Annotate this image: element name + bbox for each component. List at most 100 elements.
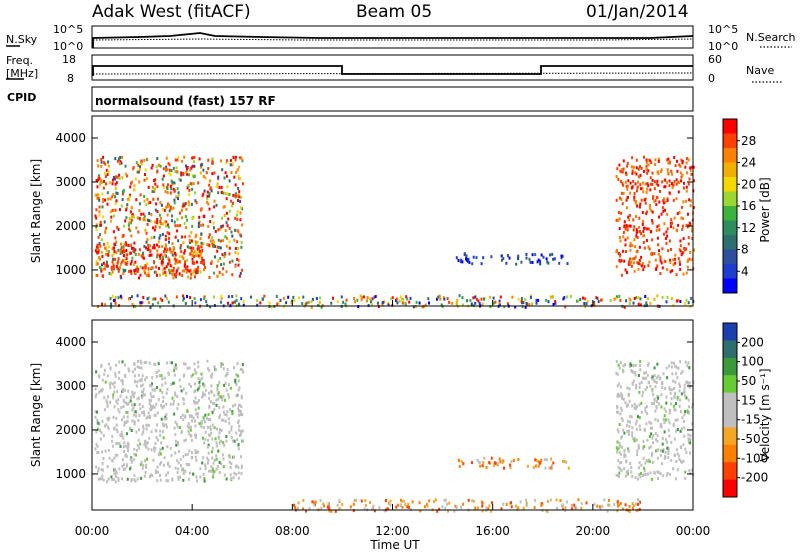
power-cell [650, 252, 652, 256]
velocity-cell [683, 426, 686, 430]
power-cell [124, 241, 127, 245]
velocity-cell [642, 456, 645, 460]
velocity-cell [144, 378, 147, 382]
power-cell [619, 253, 622, 257]
power-cell [241, 159, 244, 163]
velocity-cell [123, 400, 126, 404]
power-cell [185, 170, 188, 174]
freq-left-tick-top: 18 [62, 53, 76, 66]
velocity-cell [535, 459, 538, 462]
velocity-cell [155, 429, 158, 433]
velocity-cell [173, 373, 176, 377]
velocity-cell [682, 443, 685, 447]
nsky-left-tick-bottom: 10^0 [53, 40, 83, 53]
power-cell [609, 299, 612, 302]
power-cell [165, 250, 168, 253]
power-cell [142, 296, 145, 299]
power-cell [179, 244, 182, 247]
power-cell [100, 267, 102, 271]
velocity-cell [169, 446, 172, 450]
power-cell [171, 253, 174, 257]
velocity-cell [148, 402, 151, 406]
power-cell [537, 298, 540, 302]
velocity-cell [419, 509, 422, 513]
velocity-cell [143, 393, 146, 397]
x-axis-label: Time UT [369, 538, 420, 552]
power-cell [154, 220, 157, 224]
power-cell [182, 256, 185, 260]
power-cell [123, 259, 126, 262]
power-cell [239, 156, 242, 160]
velocity-cell [181, 429, 183, 433]
power-cell [189, 182, 192, 186]
power-cell [457, 258, 460, 262]
power-cell [506, 302, 509, 306]
power-cell [180, 250, 183, 254]
velocity-cell [686, 364, 689, 368]
velocity-cell [656, 362, 659, 366]
velocity-cell [667, 418, 670, 422]
power-cell [353, 297, 356, 300]
power-cell [101, 192, 104, 196]
velocity-cell [145, 427, 148, 431]
power-cell [620, 259, 623, 263]
power-cell [345, 298, 348, 302]
power-cell [227, 295, 230, 299]
power-cell [236, 213, 238, 217]
power-cell [221, 168, 224, 172]
velocity-cell [537, 460, 540, 464]
power-cell [165, 220, 168, 224]
power-cell [121, 198, 124, 202]
power-cell [626, 271, 628, 274]
power-cell [147, 271, 150, 275]
velocity-cell [635, 509, 638, 513]
velocity-cell [127, 443, 130, 446]
power-cell [631, 244, 634, 248]
power-cell [234, 192, 237, 196]
velocity-cell [631, 404, 634, 408]
power-cell [110, 267, 113, 271]
power-cell [145, 177, 148, 181]
velocity-cell [145, 423, 148, 427]
velocity-cell [133, 422, 136, 426]
power-cell [214, 229, 217, 233]
velocity-cell [638, 382, 641, 386]
power-cell [111, 195, 114, 199]
velocity-cell [673, 396, 676, 400]
velocity-cell [631, 381, 634, 385]
power-cell [115, 265, 118, 268]
power-cell [635, 166, 638, 170]
velocity-cell [635, 407, 637, 411]
velocity-cell [125, 463, 128, 467]
power-cell [649, 203, 652, 207]
power-cell [112, 263, 115, 267]
velocity-cell [101, 389, 103, 393]
power-cell [577, 299, 580, 303]
power-cell [628, 224, 631, 228]
power-cell [686, 260, 689, 264]
power-cell [623, 259, 626, 263]
power-cell [164, 234, 167, 238]
velocity-cell [221, 398, 224, 402]
velocity-cell [659, 472, 662, 476]
velocity-cell [123, 388, 126, 392]
velocity-colorbar-tick-label: 50 [741, 374, 756, 388]
velocity-cell [615, 360, 618, 363]
power-cell [95, 263, 98, 266]
power-cell [336, 300, 339, 304]
power-cell [217, 228, 220, 232]
power-cell [638, 245, 641, 249]
velocity-cell [194, 436, 197, 439]
power-cell [115, 181, 118, 185]
power-cell [163, 266, 166, 270]
power-cell [546, 260, 549, 264]
power-cell [206, 190, 209, 194]
velocity-cell [616, 450, 619, 454]
power-cell [236, 217, 239, 221]
power-cell [630, 260, 633, 264]
velocity-cell [551, 464, 553, 468]
velocity-cell [631, 434, 634, 438]
power-cell [648, 260, 651, 264]
power-cell [149, 244, 152, 248]
power-cell [259, 301, 262, 305]
